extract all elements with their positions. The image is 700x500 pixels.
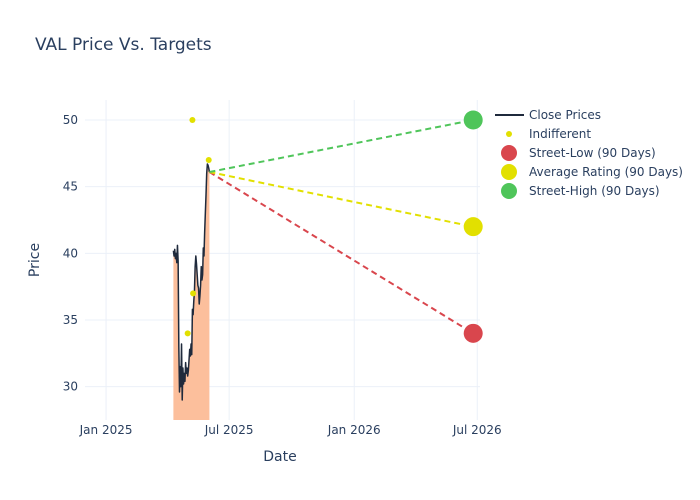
y-tick-label: 45 — [63, 180, 78, 194]
target-marker[interactable] — [463, 323, 483, 343]
x-tick-label: Jan 2025 — [79, 423, 133, 437]
indifferent-rating-point[interactable] — [184, 330, 191, 337]
legend-swatch — [501, 183, 517, 199]
legend-item[interactable]: Street-Low (90 Days) — [501, 145, 656, 161]
line-layer — [172, 163, 211, 401]
area-layer — [173, 164, 210, 420]
close-price-line — [172, 163, 211, 401]
legend[interactable]: Close Prices Indifferent Street-Low (90 Da… — [495, 108, 683, 199]
target-dashed-line — [208, 171, 474, 335]
legend-item[interactable]: Average Rating (90 Days) — [501, 164, 683, 180]
close-price-area — [173, 164, 210, 420]
y-tick-label: 40 — [63, 246, 78, 260]
legend-swatch — [506, 131, 512, 137]
target-layer — [208, 119, 474, 335]
x-tick-label: Jul 2026 — [452, 423, 502, 437]
legend-label: Close Prices — [529, 108, 601, 122]
legend-swatch — [501, 164, 517, 180]
legend-label: Indifferent — [529, 127, 591, 141]
indifferent-rating-point[interactable] — [190, 290, 197, 297]
target-marker[interactable] — [463, 110, 483, 130]
indifferent-rating-point[interactable] — [189, 117, 196, 123]
target-dashed-line — [209, 171, 474, 228]
y-tick-label: 50 — [63, 113, 78, 127]
x-axis-title: Date — [263, 449, 296, 465]
legend-item[interactable]: Close Prices — [495, 108, 601, 122]
target-dashed-line — [209, 119, 474, 173]
marker-layer — [184, 110, 483, 343]
target-marker[interactable] — [463, 217, 483, 237]
legend-label: Average Rating (90 Days) — [529, 165, 683, 179]
grid — [85, 100, 480, 420]
legend-item[interactable]: Street-High (90 Days) — [501, 183, 660, 199]
tick-layer: 30 35 40 45 50 Jan 2025 Jul 2025 Jan 2026 Jul 20… — [63, 113, 502, 437]
legend-swatch — [501, 145, 517, 161]
legend-item[interactable]: Indifferent — [506, 127, 591, 141]
legend-label: Street-High (90 Days) — [529, 184, 660, 198]
x-tick-label: Jan 2026 — [327, 423, 381, 437]
y-tick-label: 30 — [63, 380, 78, 394]
chart-title: VAL Price Vs. Targets — [35, 35, 212, 55]
y-axis-title: Price — [27, 243, 43, 277]
y-tick-label: 35 — [63, 313, 78, 327]
legend-label: Street-Low (90 Days) — [529, 146, 656, 160]
indifferent-rating-point[interactable] — [205, 157, 212, 163]
x-tick-label: Jul 2025 — [204, 423, 254, 437]
